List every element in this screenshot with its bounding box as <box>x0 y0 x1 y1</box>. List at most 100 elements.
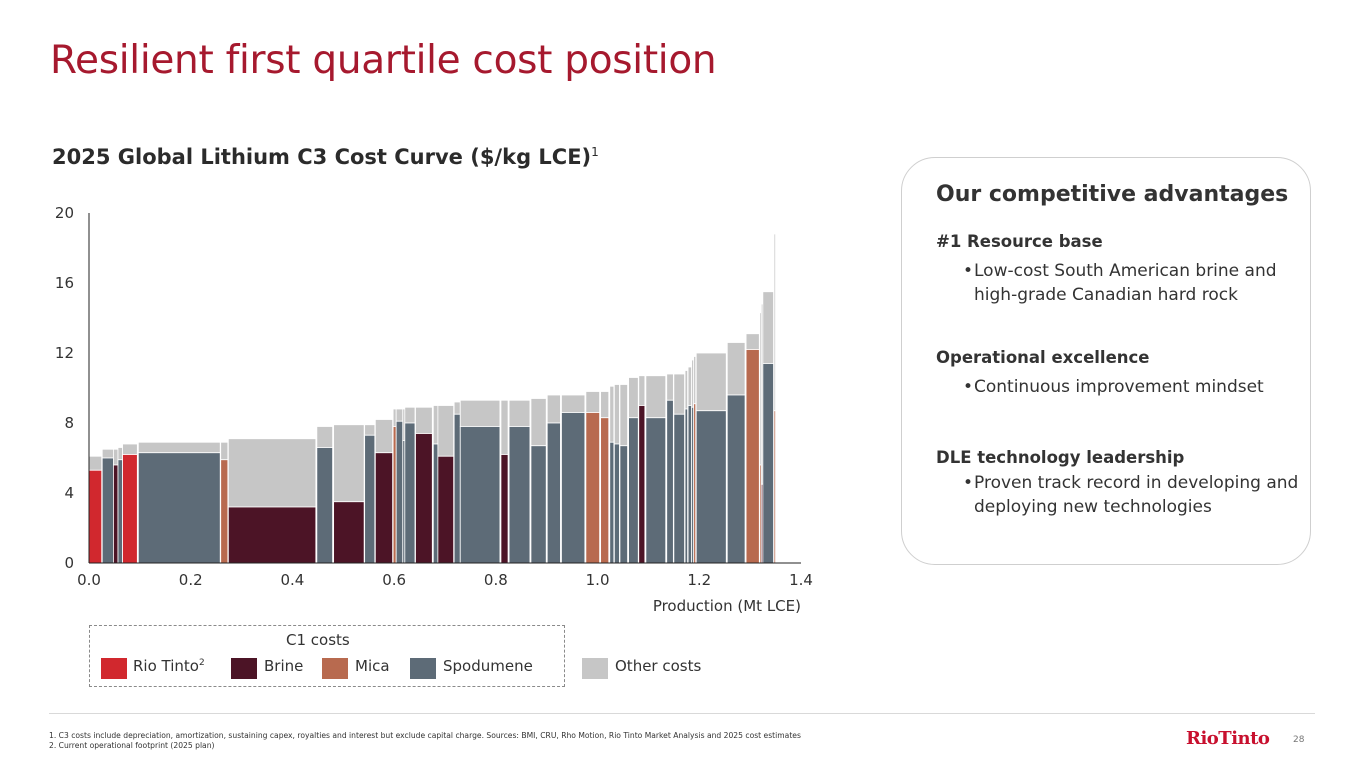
section-heading-dle-technology: DLE technology leadership <box>936 448 1185 467</box>
x-tick-label-1.4: 1.4 <box>789 571 813 589</box>
other-costs-bar-42 <box>745 333 760 350</box>
other-costs-bar-19 <box>453 401 461 415</box>
c1-bar-spod-41 <box>726 394 746 564</box>
c1-bar-spod-10 <box>364 434 376 564</box>
c1-bar-spod-28 <box>609 441 615 564</box>
bullet-dle-technology: • Proven track record in developing and d… <box>963 471 1304 519</box>
section-heading-operational-excellence: Operational excellence <box>936 348 1150 367</box>
y-tick-label-4: 4 <box>64 484 74 502</box>
c1-bar-brine-7 <box>227 506 317 564</box>
legend-label-rio-tinto-sup: 2 <box>198 658 205 668</box>
y-tick-label-16: 16 <box>55 274 74 292</box>
x-tick-label-1.0: 1.0 <box>586 571 610 589</box>
other-costs-bar-6 <box>220 441 229 461</box>
c1-bar-spod-33 <box>645 417 667 564</box>
other-costs-bar-15 <box>404 406 416 424</box>
c1-bar-mica-39 <box>693 403 697 564</box>
c1-bar-spod-1 <box>101 457 114 564</box>
c1-bar-spod-15 <box>404 422 416 564</box>
y-tick-label-12: 12 <box>55 344 74 362</box>
legend-swatch-rio-tinto <box>101 658 127 679</box>
x-tick-label-0.2: 0.2 <box>179 571 203 589</box>
legend-label-other-costs: Other costs <box>615 657 702 675</box>
y-tick-label-20: 20 <box>55 204 74 222</box>
legend-swatch-other-costs <box>582 658 608 679</box>
c1-bar-spod-8 <box>316 447 334 564</box>
c1-bar-spod-20 <box>459 426 501 564</box>
c1-bar-spod-25 <box>561 412 586 564</box>
other-costs-bar-8 <box>316 426 334 448</box>
c1-bar-brine-32 <box>638 405 646 564</box>
chart-title: 2025 Global Lithium C3 Cost Curve ($/kg … <box>52 145 599 169</box>
c1-bar-mica-42 <box>745 349 760 564</box>
bullet-operational-excellence-text: Continuous improvement mindset <box>974 377 1264 397</box>
legend-label-brine: Brine <box>264 657 304 675</box>
c1-bar-mica-6 <box>220 459 229 564</box>
other-costs-bar-35 <box>673 373 685 415</box>
other-costs-bar-13 <box>395 408 404 422</box>
other-costs-bar-28 <box>609 385 615 443</box>
chart-title-footnote-ref: 1 <box>591 145 599 159</box>
c1-bar-spod-36 <box>684 408 688 564</box>
c1-bar-spod-29 <box>613 443 620 564</box>
other-costs-bar-17 <box>432 405 439 445</box>
x-axis-label: Production (Mt LCE) <box>653 597 801 615</box>
c1-bar-rio-4 <box>122 454 138 564</box>
c1-bar-spod-13 <box>395 420 404 564</box>
c1-bar-spod-37 <box>687 405 693 564</box>
y-tick-label-0: 0 <box>64 554 74 572</box>
competitive-advantages-card: Our competitive advantages #1 Resource b… <box>901 157 1311 565</box>
c1-bar-mica-12 <box>392 426 397 564</box>
c1-bar-spod-17 <box>432 443 439 564</box>
legend-heading: C1 costs <box>286 631 350 649</box>
cost-curve-chart: 0 4 8 12 16 20 0.0 0.2 0.4 0.6 0.8 1.0 1.2 1.4 Product… <box>55 204 813 615</box>
footnote-2: 2. Current operational footprint (2025 p… <box>49 741 215 750</box>
bullet-dot: • <box>963 377 974 397</box>
page-title: Resilient first quartile cost position <box>50 38 717 83</box>
c1-bar-spod-45 <box>762 363 774 564</box>
other-costs-bar-25 <box>561 394 586 413</box>
c1-bar-brine-16 <box>415 433 433 564</box>
bullet-operational-excellence: • Continuous improvement mindset <box>963 375 1304 399</box>
other-costs-bar-41 <box>726 342 746 396</box>
c1-bar-brine-21 <box>500 454 509 564</box>
x-tick-label-1.2: 1.2 <box>687 571 711 589</box>
other-costs-bar-10 <box>364 424 376 436</box>
c1-bar-mica-46 <box>773 410 776 564</box>
c1-bar-spod-35 <box>673 413 685 564</box>
c1-bar-spod-31 <box>628 417 639 564</box>
other-costs-bar-5 <box>137 441 221 454</box>
other-costs-bar-3 <box>117 447 123 461</box>
c1-bar-brine-18 <box>437 455 455 564</box>
other-costs-bar-0 <box>88 455 103 471</box>
legend-swatch-brine <box>231 658 257 679</box>
section-heading-resource-base: #1 Resource base <box>936 232 1103 251</box>
c1-bar-spod-5 <box>137 452 221 564</box>
card-title: Our competitive advantages <box>936 182 1289 207</box>
x-tick-label-0.4: 0.4 <box>280 571 304 589</box>
other-costs-bar-46 <box>773 233 776 412</box>
bullet-resource-base-text: Low-cost South American brine and high-g… <box>974 261 1277 305</box>
c1-bar-spod-30 <box>619 445 628 564</box>
legend-label-mica: Mica <box>355 657 390 675</box>
other-costs-bar-45 <box>762 291 774 364</box>
bullet-dot: • <box>963 261 974 281</box>
other-costs-bar-34 <box>666 373 674 401</box>
other-costs-bar-16 <box>415 406 433 434</box>
other-costs-bar-29 <box>613 384 620 445</box>
other-costs-bar-26 <box>585 391 601 413</box>
other-costs-bar-31 <box>628 377 639 419</box>
other-costs-bar-12 <box>392 408 397 427</box>
c1-bar-spod-3 <box>117 459 123 564</box>
other-costs-bar-23 <box>530 398 547 447</box>
other-costs-bar-22 <box>508 399 531 427</box>
legend-label-rio-tinto-text: Rio Tinto <box>133 657 199 675</box>
c1-bar-mica-26 <box>585 412 601 564</box>
legend-label-spodumene: Spodumene <box>443 657 533 675</box>
other-costs-bar-11 <box>374 419 394 454</box>
other-costs-bar-2 <box>113 448 119 466</box>
other-costs-bar-39 <box>693 356 697 405</box>
c1-bar-spod-22 <box>508 426 531 564</box>
other-costs-bar-24 <box>546 394 561 424</box>
other-costs-bar-7 <box>227 438 317 508</box>
